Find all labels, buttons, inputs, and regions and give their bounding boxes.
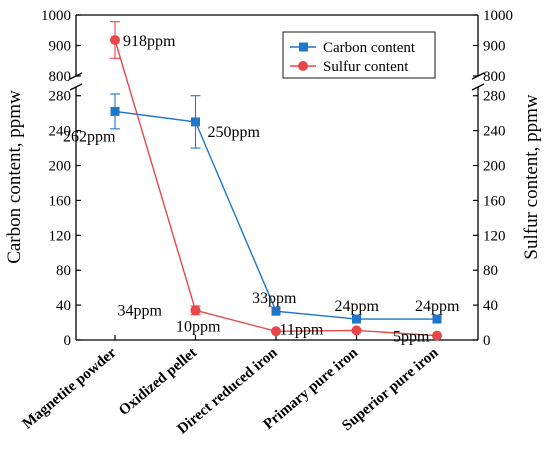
legend-box <box>282 31 436 79</box>
sulfur-data-label: 11ppm <box>280 321 324 338</box>
legend-circle-marker <box>298 61 308 71</box>
axis-ticks: 0 0 40 40 80 80 120 120 160 160 200 200 240 240 280 280… <box>41 8 513 349</box>
carbon-data-label: 33ppm <box>252 290 297 307</box>
carbon-point <box>432 314 442 324</box>
sulfur-data-label: 5ppm <box>393 329 430 346</box>
carbon-data-label: 24ppm <box>335 298 380 315</box>
right-tick-label: 800 <box>483 69 506 85</box>
carbon-data-label: 24ppm <box>415 298 460 315</box>
left-tick-label: 1000 <box>41 8 71 24</box>
legend-square-marker <box>299 42 308 52</box>
sulfur-data-label: 10ppm <box>176 318 221 335</box>
left-tick-label: 280 <box>49 89 72 105</box>
carbon-point <box>352 314 361 324</box>
carbon-data-label: 250ppm <box>208 124 261 141</box>
y-axis-title: Carbon content, ppmw <box>4 90 25 264</box>
category-label: Oxidized pellet <box>116 345 200 419</box>
legend-label: Sulfur content <box>323 59 409 75</box>
left-tick-label: 160 <box>49 193 72 209</box>
right-tick-label: 120 <box>483 228 506 244</box>
right-tick-label: 160 <box>483 193 506 209</box>
sulfur-data-label: 918ppm <box>123 33 176 50</box>
carbon-point <box>271 306 281 316</box>
left-tick-label: 240 <box>49 124 72 140</box>
left-tick-label: 0 <box>64 333 72 349</box>
left-tick-label: 40 <box>56 298 71 314</box>
right-tick-label: 80 <box>483 263 498 279</box>
sulfur-point <box>190 305 201 316</box>
carbon-point <box>191 117 200 127</box>
sulfur-point <box>351 325 362 336</box>
right-tick-label: 200 <box>483 159 506 175</box>
left-tick-label: 120 <box>49 228 72 244</box>
sulfur-point <box>271 326 281 337</box>
legend-label: Carbon content <box>323 40 416 56</box>
right-tick-label: 280 <box>483 89 506 105</box>
sulfur-point <box>110 35 120 46</box>
left-tick-label: 200 <box>49 159 72 175</box>
data-labels: 262ppm 250ppm 33ppm 24ppm 24ppm 918ppm 34ppm 10… <box>63 33 460 346</box>
series-line-0 <box>114 110 437 320</box>
left-tick-label: 900 <box>49 39 72 55</box>
right-tick-label: 0 <box>483 333 491 349</box>
y2-axis-title: Sulfur content, ppmw <box>521 94 542 259</box>
right-tick-label: 1000 <box>483 8 513 24</box>
carbon-point <box>110 106 120 116</box>
sulfur-point <box>432 330 442 341</box>
right-tick-label: 240 <box>483 124 506 140</box>
axis-break-mark <box>471 83 485 91</box>
right-tick-label: 40 <box>483 298 498 314</box>
legend: Carbon content Sulfur content <box>282 31 436 79</box>
series-layer <box>110 21 442 341</box>
left-tick-label: 80 <box>56 263 71 279</box>
axis-break-mark <box>69 83 83 91</box>
sulfur-data-label: 34ppm <box>118 302 163 319</box>
category-label: Magnetite powder <box>20 345 120 433</box>
right-tick-label: 900 <box>483 39 506 55</box>
left-tick-label: 800 <box>49 69 72 85</box>
carbon-data-label: 262ppm <box>63 128 116 145</box>
